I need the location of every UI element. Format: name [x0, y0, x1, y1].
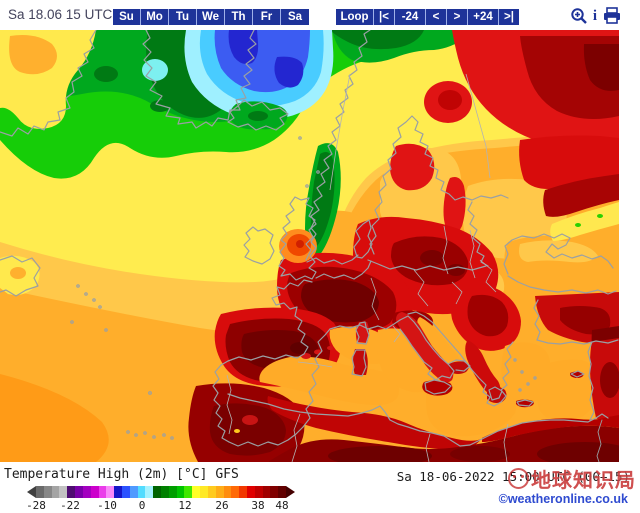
day-button-tu[interactable]: Tu	[169, 9, 197, 25]
print-icon[interactable]	[602, 7, 622, 25]
first-step-button[interactable]: |<	[374, 9, 395, 25]
weather-map	[0, 29, 633, 466]
day-button-mo[interactable]: Mo	[141, 9, 169, 25]
coastlines	[0, 29, 619, 463]
copyright-link[interactable]: ©weatheronline.co.uk	[498, 492, 628, 506]
scale-arrow-right	[286, 486, 295, 498]
scale-tick: -28	[26, 499, 46, 512]
scale-tick: 38	[251, 499, 265, 512]
scale-arrow-left	[27, 486, 36, 498]
info-icon[interactable]: i	[592, 8, 597, 24]
legend-title: Temperature High (2m) [°C] GFS	[4, 467, 239, 482]
day-button-sa[interactable]: Sa	[281, 9, 309, 25]
scale-tick: 0	[138, 499, 146, 512]
temperature-map-svg	[0, 29, 633, 466]
temperature-scale: -28 -22 -10 0 12 26 38 48	[0, 486, 320, 512]
prev-step-button[interactable]: <	[426, 9, 447, 25]
scale-tick: 12	[178, 499, 192, 512]
scale-tick: 26	[215, 499, 229, 512]
day-button-su[interactable]: Su	[113, 9, 141, 25]
day-button-th[interactable]: Th	[225, 9, 253, 25]
scale-tick: -22	[60, 499, 80, 512]
legend-bar: Temperature High (2m) [°C] GFS Sa 18-06-…	[0, 462, 640, 513]
day-button-group: Su Mo Tu We Th Fr Sa	[113, 9, 309, 25]
day-button-we[interactable]: We	[197, 9, 225, 25]
plus-24h-button[interactable]: +24	[468, 9, 499, 25]
day-button-fr[interactable]: Fr	[253, 9, 281, 25]
toolbar-icons: i	[570, 7, 622, 25]
last-step-button[interactable]: >|	[499, 9, 519, 25]
country-borders	[226, 73, 509, 463]
minus-24h-button[interactable]: -24	[395, 9, 426, 25]
next-step-button[interactable]: >	[447, 9, 468, 25]
temperature-field	[0, 30, 633, 466]
forecast-timestamp: Sa 18-06-2022 15:00 UTC (00+15)	[396, 469, 630, 484]
color-scale-bar	[36, 486, 286, 498]
loop-button-group: Loop |< -24 < > +24 >|	[336, 9, 519, 25]
scale-tick: 48	[275, 499, 289, 512]
current-datetime-label: Sa 18.06 15 UTC	[8, 7, 113, 22]
zoom-in-icon[interactable]	[570, 7, 588, 25]
scale-tick: -10	[97, 499, 117, 512]
loop-button[interactable]: Loop	[336, 9, 374, 25]
toolbar: Sa 18.06 15 UTC Su Mo Tu We Th Fr Sa Loo…	[0, 0, 640, 30]
